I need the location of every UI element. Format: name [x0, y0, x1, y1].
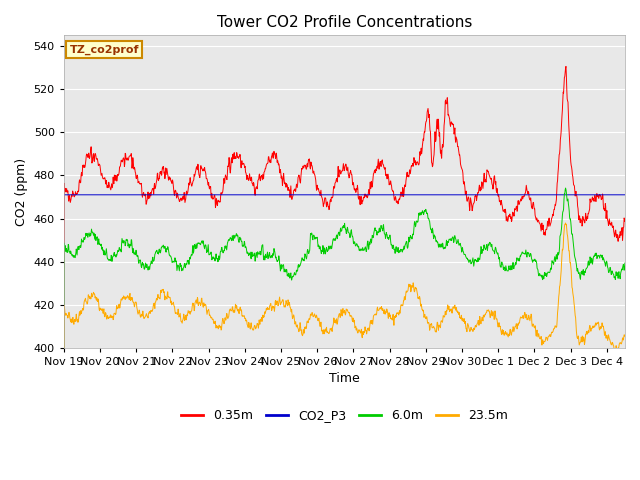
0.35m — [562, 63, 570, 69]
CO2_P3 — [355, 192, 362, 198]
CO2_P3 — [621, 192, 628, 198]
23.5m — [562, 220, 570, 226]
CO2_P3 — [612, 192, 620, 198]
CO2_P3 — [253, 192, 261, 198]
Text: TZ_co2prof: TZ_co2prof — [70, 45, 139, 55]
6.0m — [253, 254, 261, 260]
Line: 6.0m: 6.0m — [64, 188, 625, 480]
0.35m — [355, 195, 362, 201]
23.5m — [253, 321, 261, 326]
Title: Tower CO2 Profile Concentrations: Tower CO2 Profile Concentrations — [217, 15, 472, 30]
CO2_P3 — [196, 192, 204, 198]
0.35m — [621, 218, 628, 224]
23.5m — [613, 345, 621, 351]
CO2_P3 — [60, 192, 68, 198]
6.0m — [515, 256, 523, 262]
Line: 0.35m: 0.35m — [64, 66, 625, 480]
X-axis label: Time: Time — [329, 372, 360, 385]
0.35m — [613, 231, 621, 237]
CO2_P3 — [515, 192, 523, 198]
23.5m — [621, 334, 628, 339]
0.35m — [515, 202, 523, 207]
CO2_P3 — [319, 192, 327, 198]
Line: 23.5m: 23.5m — [64, 223, 625, 480]
23.5m — [196, 300, 204, 306]
23.5m — [355, 329, 362, 335]
0.35m — [319, 199, 327, 205]
6.0m — [355, 244, 362, 250]
6.0m — [613, 273, 621, 278]
0.35m — [196, 175, 204, 180]
Y-axis label: CO2 (ppm): CO2 (ppm) — [15, 157, 28, 226]
0.35m — [253, 186, 261, 192]
23.5m — [319, 331, 327, 337]
6.0m — [319, 243, 327, 249]
6.0m — [196, 241, 204, 247]
Legend: 0.35m, CO2_P3, 6.0m, 23.5m: 0.35m, CO2_P3, 6.0m, 23.5m — [175, 404, 513, 427]
6.0m — [621, 260, 628, 266]
23.5m — [515, 320, 523, 325]
6.0m — [562, 185, 570, 191]
